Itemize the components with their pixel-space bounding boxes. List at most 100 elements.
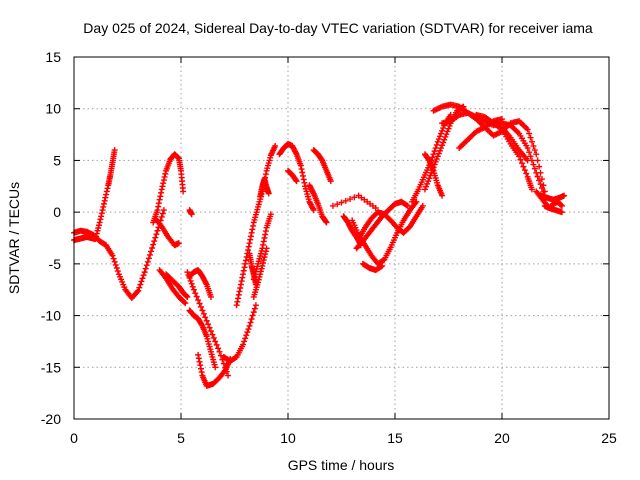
data-point	[188, 211, 195, 218]
data-point	[95, 225, 102, 232]
data-point	[430, 151, 437, 158]
data-point	[98, 213, 105, 220]
data-point	[209, 331, 216, 338]
data-point	[99, 207, 106, 214]
data-point	[297, 162, 304, 169]
series-trace-z	[359, 260, 386, 274]
data-point	[260, 257, 267, 264]
data-point	[142, 265, 149, 272]
x-tick-label: 5	[177, 430, 185, 446]
y-axis-label: SDTVAR / TECUs	[6, 182, 22, 294]
data-point	[200, 310, 207, 317]
data-point	[162, 170, 169, 177]
data-point	[240, 271, 247, 278]
x-tick-label: 15	[387, 430, 403, 446]
data-point	[272, 142, 279, 149]
data-point	[195, 351, 202, 358]
data-point	[423, 183, 430, 190]
data-point	[160, 207, 167, 214]
data-point	[188, 280, 195, 287]
data-point	[195, 297, 202, 304]
data-point	[262, 251, 269, 258]
data-point	[431, 148, 438, 155]
data-point	[237, 281, 244, 288]
data-point	[267, 211, 274, 218]
data-point	[436, 133, 443, 140]
series-trace-a	[71, 147, 118, 244]
data-point	[154, 207, 161, 214]
data-point	[217, 352, 224, 359]
series-trace-d	[152, 215, 182, 249]
data-point	[261, 254, 268, 261]
data-point	[190, 286, 197, 293]
data-point	[425, 178, 432, 185]
data-point	[159, 210, 166, 217]
series-trace-t	[310, 147, 334, 185]
data-point	[538, 176, 545, 183]
data-point	[212, 364, 219, 371]
data-point	[537, 169, 544, 176]
data-point	[141, 269, 148, 276]
data-point	[310, 207, 317, 214]
series-trace-l	[220, 302, 259, 365]
data-point	[531, 165, 538, 172]
data-point	[300, 176, 307, 183]
data-point	[241, 264, 248, 271]
data-point	[244, 329, 251, 336]
data-point	[499, 116, 505, 123]
data-point	[424, 180, 431, 187]
data-point	[441, 136, 448, 143]
data-point	[536, 163, 543, 170]
data-point	[523, 170, 530, 177]
data-point	[155, 203, 162, 210]
data-point	[443, 131, 450, 138]
data-point	[347, 196, 354, 203]
data-point	[235, 295, 242, 302]
data-point	[323, 219, 330, 226]
data-point	[240, 267, 247, 274]
data-point	[243, 332, 250, 339]
data-point	[429, 154, 436, 161]
data-point	[434, 153, 441, 160]
data-point	[153, 231, 160, 238]
data-point	[533, 151, 540, 158]
data-point	[98, 210, 105, 217]
series-trace-s	[285, 167, 300, 185]
data-point	[327, 178, 334, 185]
x-tick-label: 25	[601, 430, 617, 446]
data-point	[247, 236, 254, 243]
data-point	[292, 177, 299, 184]
series-trace-af	[456, 116, 505, 152]
data-point	[257, 268, 264, 275]
data-point	[248, 316, 255, 323]
x-tick-label: 10	[280, 430, 296, 446]
data-point	[435, 136, 442, 143]
data-point	[102, 194, 109, 201]
data-point	[372, 205, 379, 212]
data-point	[234, 298, 241, 305]
data-point	[252, 302, 259, 309]
y-tick-label: 0	[53, 204, 61, 220]
data-point	[432, 158, 439, 165]
data-point	[205, 321, 212, 328]
series-trace-q	[257, 176, 272, 200]
data-point	[242, 335, 249, 342]
data-point	[245, 243, 252, 250]
data-point	[145, 255, 152, 262]
data-point	[534, 173, 541, 180]
data-point	[175, 240, 182, 247]
data-point	[537, 181, 544, 188]
data-point	[299, 169, 306, 176]
data-point	[258, 265, 265, 272]
data-point	[154, 227, 161, 234]
data-point	[158, 213, 165, 220]
data-point	[160, 180, 167, 187]
data-point	[109, 252, 116, 259]
data-point	[180, 188, 187, 195]
data-point	[527, 153, 534, 160]
series-trace-i	[186, 307, 219, 371]
data-point	[95, 222, 102, 229]
data-point	[216, 348, 223, 355]
data-point	[149, 244, 156, 251]
data-point	[421, 186, 428, 193]
